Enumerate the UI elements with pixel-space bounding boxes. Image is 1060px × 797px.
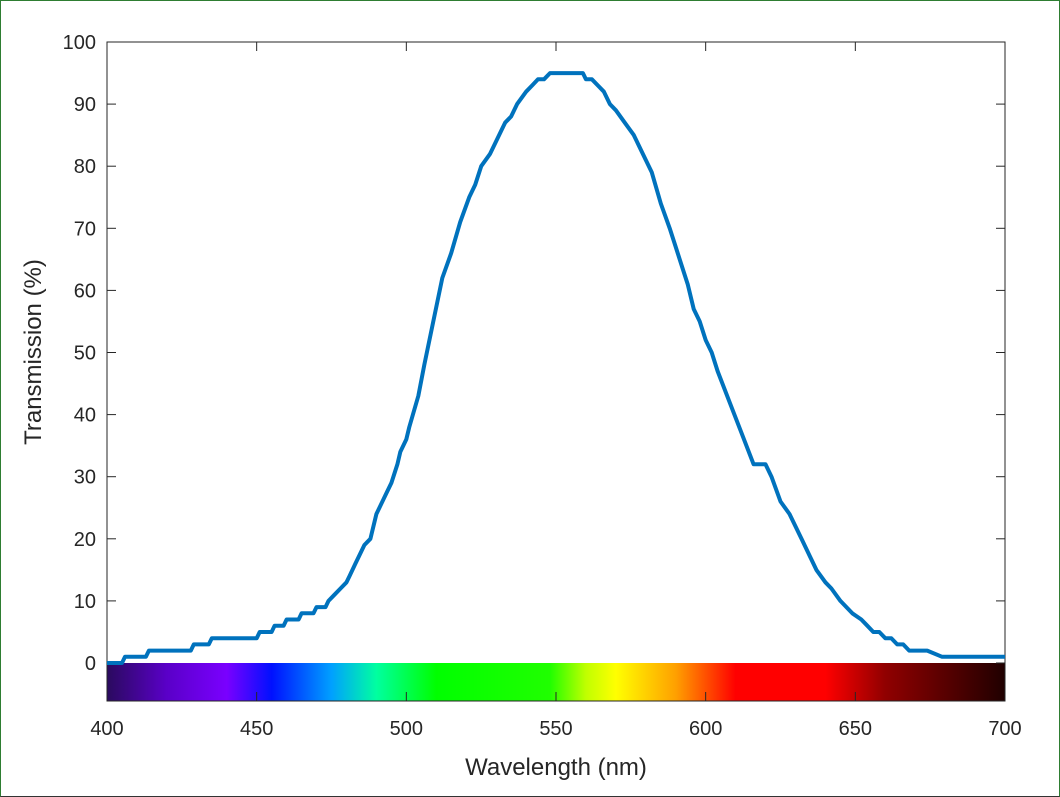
- plot-box: [106, 41, 1006, 702]
- y-tick-label: 80: [74, 156, 96, 178]
- y-tick-label: 40: [74, 405, 96, 427]
- x-tick-label: 500: [390, 718, 423, 740]
- y-tick-label: 0: [85, 653, 96, 675]
- x-tick-label: 450: [240, 718, 273, 740]
- x-tick-label: 600: [689, 718, 722, 740]
- y-tick-label: 100: [63, 32, 96, 54]
- y-tick-label: 70: [74, 218, 96, 240]
- x-axis-label: Wavelength (nm): [465, 754, 647, 781]
- y-tick-label: 30: [74, 467, 96, 489]
- x-tick-label: 700: [988, 718, 1021, 740]
- x-tick-label: 650: [839, 718, 872, 740]
- y-tick-label: 60: [74, 280, 96, 302]
- y-tick-label: 20: [74, 529, 96, 551]
- y-tick-label: 90: [74, 94, 96, 116]
- transmission-line: [107, 71, 1005, 665]
- y-tick-label: 10: [74, 591, 96, 613]
- x-tick-label: 400: [90, 718, 123, 740]
- y-tick-label: 50: [74, 343, 96, 365]
- x-tick-label: 550: [539, 718, 572, 740]
- y-axis-label: Transmission (%): [20, 259, 47, 445]
